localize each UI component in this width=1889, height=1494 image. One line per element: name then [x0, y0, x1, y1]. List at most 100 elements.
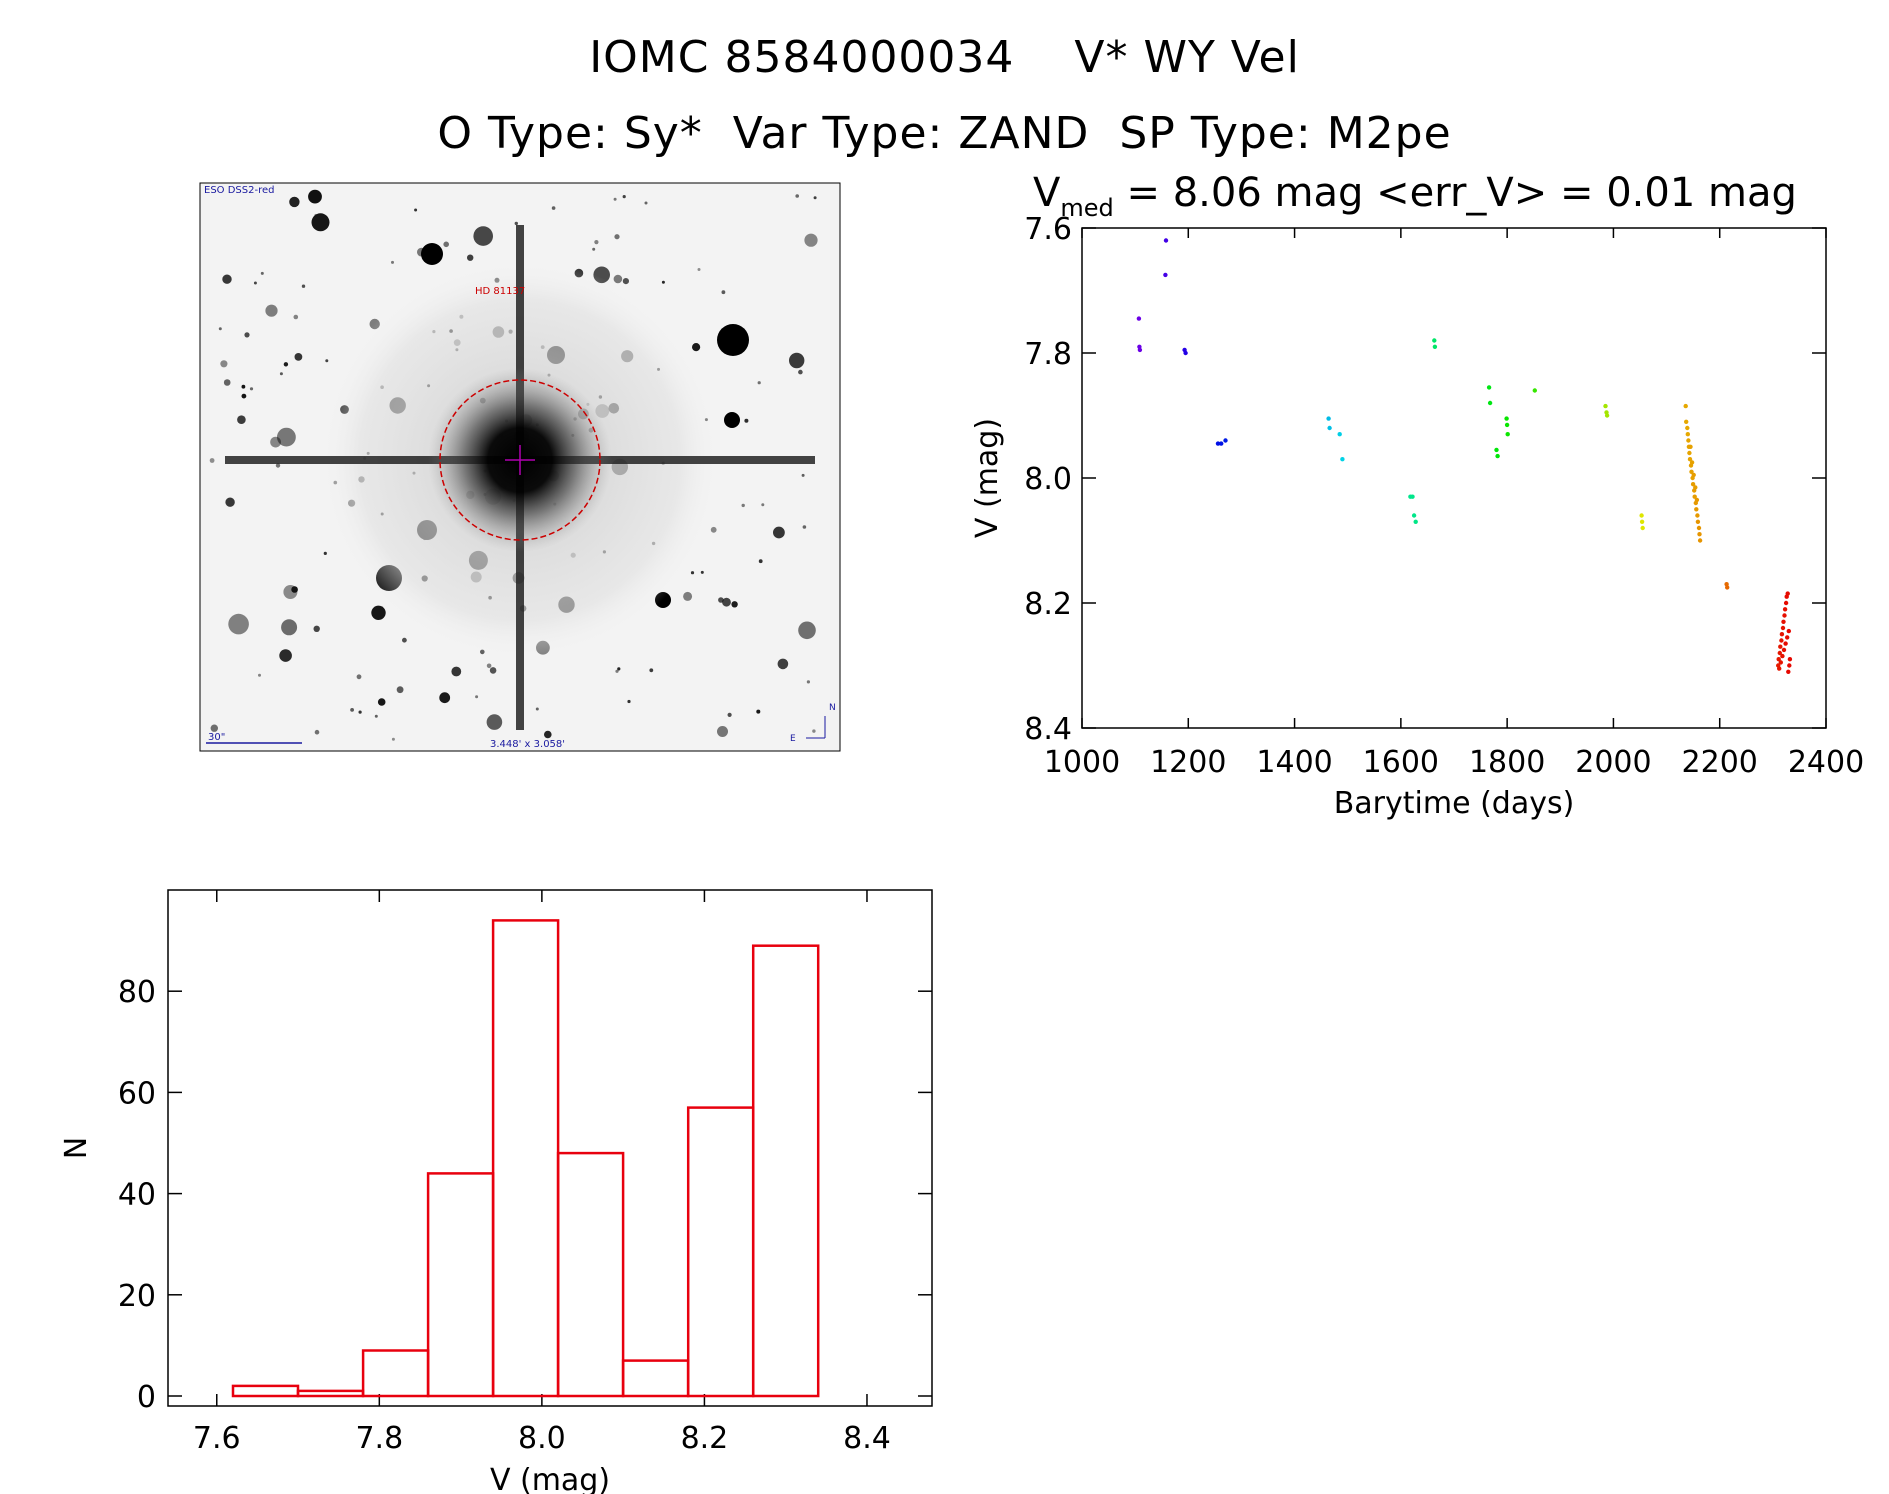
field-star — [244, 332, 250, 338]
lc-point — [1777, 666, 1782, 671]
hist-xtick-label: 8.0 — [518, 1421, 566, 1456]
field-star — [209, 458, 215, 463]
lc-point — [1689, 460, 1695, 465]
field-star — [710, 526, 717, 533]
hist-bar — [296, 1389, 365, 1398]
lc-xtick-label: 1200 — [1150, 745, 1226, 780]
field-star — [311, 213, 330, 232]
lc-point — [1780, 653, 1785, 659]
field-star — [613, 274, 623, 284]
field-star — [301, 284, 306, 288]
field-star — [291, 586, 298, 593]
lc-point — [1687, 450, 1692, 456]
field-star — [813, 196, 817, 200]
hist-bar — [621, 1359, 690, 1398]
lc-xtick-label: 1000 — [1044, 745, 1120, 780]
lc-point — [1136, 316, 1142, 321]
lc-point — [1781, 619, 1786, 624]
light-curve-chart: Vmed = 8.06 mag <err_V> = 0.01 mag 1000 1… — [970, 170, 1864, 821]
lc-title-rest: = 8.06 mag <err_V> = 0.01 mag — [1114, 170, 1797, 216]
lc-xtick-label: 1800 — [1469, 745, 1545, 780]
field-star — [391, 260, 394, 264]
bright-star — [724, 412, 740, 428]
field-star — [757, 381, 761, 385]
field-star — [592, 247, 596, 251]
lc-point — [1604, 413, 1610, 418]
hist-ytick-label: 40 — [118, 1178, 156, 1213]
lc-ytick-label: 8.4 — [1024, 712, 1072, 747]
field-star — [486, 714, 503, 730]
hist-bar — [556, 1151, 625, 1398]
field-star — [812, 729, 816, 733]
field-star — [350, 708, 354, 712]
lc-point — [1137, 347, 1143, 353]
hist-ytick-label: 80 — [118, 975, 156, 1010]
lc-point — [1494, 447, 1499, 453]
field-star — [697, 268, 701, 271]
field-star — [270, 436, 281, 448]
title-object-ids: IOMC 8584000034 V* WY Vel — [589, 32, 1300, 83]
field-star — [356, 674, 362, 680]
field-star — [218, 327, 222, 331]
lc-point — [1780, 625, 1786, 631]
lc-point — [1327, 425, 1332, 431]
field-star — [279, 372, 283, 376]
field-star — [744, 418, 749, 423]
field-star — [325, 359, 329, 363]
field-star — [281, 619, 298, 636]
field-star — [722, 597, 731, 607]
field-star — [323, 551, 327, 556]
lc-point — [1505, 432, 1510, 437]
lc-axes: 1000 1200 1400 1600 1800 2000 2200 2400 7.6 7.8 8.… — [1024, 212, 1864, 780]
field-star — [806, 680, 811, 684]
field-star — [489, 667, 497, 674]
lc-point — [1692, 494, 1697, 499]
lc-ytick-label: 8.0 — [1024, 462, 1072, 497]
field-star — [761, 503, 765, 507]
field-star — [692, 343, 701, 352]
lc-point — [1725, 585, 1730, 590]
lc-point — [1223, 438, 1228, 443]
hist-xtick-label: 7.8 — [355, 1421, 403, 1456]
hist-ytick-label: 0 — [137, 1380, 156, 1415]
lc-point — [1495, 453, 1500, 459]
hist-ylabel: N — [59, 1137, 94, 1159]
field-star — [594, 240, 599, 245]
field-star — [223, 379, 231, 386]
field-star — [777, 658, 789, 670]
lc-point — [1532, 388, 1538, 393]
lc-point — [1787, 657, 1793, 662]
field-star — [773, 526, 785, 539]
lc-point — [1697, 532, 1702, 537]
lc-point — [1410, 494, 1415, 499]
field-star — [789, 352, 805, 369]
field-star — [615, 669, 619, 673]
lc-point — [1783, 600, 1789, 606]
field-star — [721, 290, 726, 295]
lc-point — [1603, 403, 1608, 409]
field-star — [225, 497, 235, 507]
field-star — [802, 525, 807, 529]
field-star — [622, 195, 626, 199]
lc-point — [1683, 403, 1688, 409]
lc-point — [1432, 344, 1438, 349]
survey-label: ESO DSS2-red — [204, 185, 274, 196]
field-star — [258, 673, 261, 677]
hist-bar — [491, 919, 560, 1398]
field-star — [443, 241, 450, 248]
lc-point — [1693, 485, 1698, 490]
hist-bar — [361, 1349, 430, 1398]
field-star — [467, 254, 474, 261]
field-star — [758, 559, 763, 564]
field-star — [475, 695, 479, 699]
lc-point — [1687, 457, 1693, 462]
field-star — [690, 571, 695, 575]
field-star — [622, 278, 630, 285]
lc-point — [1778, 660, 1784, 665]
scale-bar-label: 30" — [208, 732, 225, 743]
hist-bars — [231, 919, 820, 1398]
lc-points — [1136, 238, 1793, 674]
lc-ytick-label: 7.6 — [1024, 212, 1072, 247]
lc-point — [1326, 416, 1331, 421]
